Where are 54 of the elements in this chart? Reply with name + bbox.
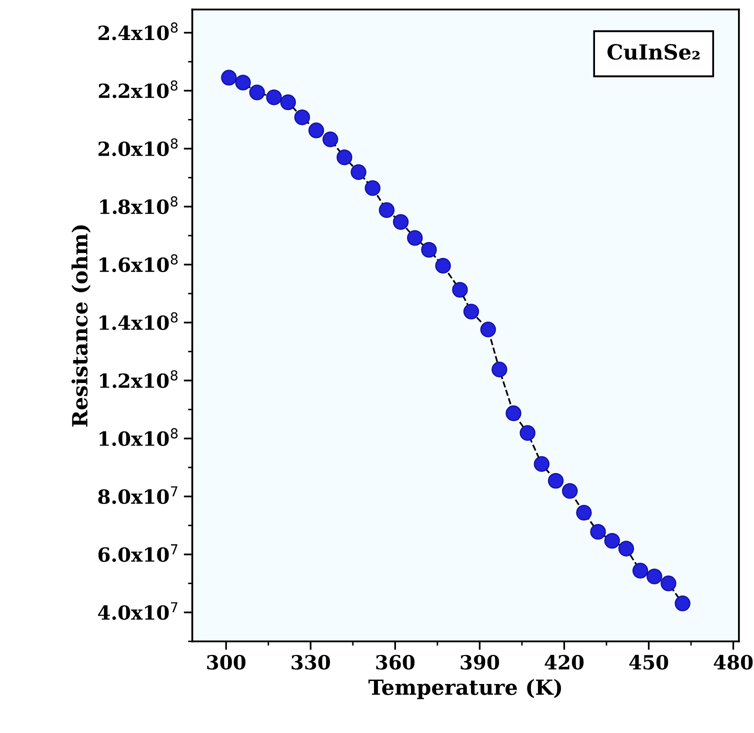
point: [604, 532, 620, 549]
point: [562, 483, 578, 499]
y-tick-label: 1.6x10$^{8}$: [100, 254, 178, 272]
point: [336, 150, 352, 166]
point: [674, 596, 690, 612]
point: [378, 202, 395, 218]
point: [407, 230, 423, 246]
point: [548, 472, 564, 489]
point: [392, 214, 409, 230]
point: [308, 122, 324, 138]
y-tick-label: 1.8x10$^{8}$: [100, 196, 178, 214]
x-tick-label: 390: [460, 654, 500, 670]
point: [294, 110, 310, 126]
point: [421, 242, 437, 258]
point: [534, 456, 550, 472]
annotation: CuInSe₂: [607, 44, 700, 60]
x-tick-label: 450: [629, 654, 668, 670]
point: [463, 304, 480, 320]
point: [506, 405, 522, 422]
y-tick-label: 4.0x10$^{7}$: [98, 602, 178, 620]
point: [632, 562, 648, 578]
y-tick-label: 2.0x10$^{8}$: [98, 138, 178, 156]
point: [235, 74, 251, 90]
x-tick-label: 420: [544, 654, 584, 670]
point: [364, 180, 380, 196]
x-tick-label: 360: [376, 654, 415, 670]
x-axis-title: Temperature (K): [368, 678, 561, 700]
point: [322, 132, 338, 148]
point: [280, 94, 296, 110]
y-tick-label: 2.4x10$^{8}$: [98, 22, 178, 40]
point: [492, 362, 508, 378]
point: [590, 524, 606, 540]
point: [350, 164, 366, 180]
y-tick-label: 1.4x10$^{8}$: [100, 312, 178, 330]
point: [618, 540, 634, 556]
x-tick-label: 480: [714, 654, 753, 670]
point: [576, 504, 592, 521]
point: [480, 322, 496, 338]
x-tick-label: 330: [292, 654, 330, 670]
y-tick-label: 2.2x10$^{8}$: [98, 80, 178, 98]
point: [660, 576, 676, 592]
y-tick-label: 1.0x10$^{8}$: [100, 428, 178, 446]
point: [249, 84, 265, 100]
y-tick-label: 1.2x10$^{8}$: [100, 370, 178, 388]
point: [221, 70, 237, 86]
point: [435, 258, 451, 274]
x-tick-label: 300: [207, 654, 246, 670]
point: [266, 90, 282, 106]
point: [452, 282, 468, 298]
point: [520, 425, 536, 441]
y-axis-title: Resistance (ohm): [71, 225, 91, 427]
y-tick-label: 8.0x10$^{7}$: [98, 486, 178, 504]
y-tick-label: 6.0x10$^{7}$: [98, 544, 178, 562]
point: [646, 568, 662, 584]
